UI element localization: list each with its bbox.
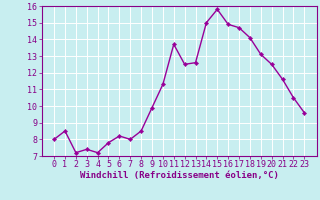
X-axis label: Windchill (Refroidissement éolien,°C): Windchill (Refroidissement éolien,°C)	[80, 171, 279, 180]
